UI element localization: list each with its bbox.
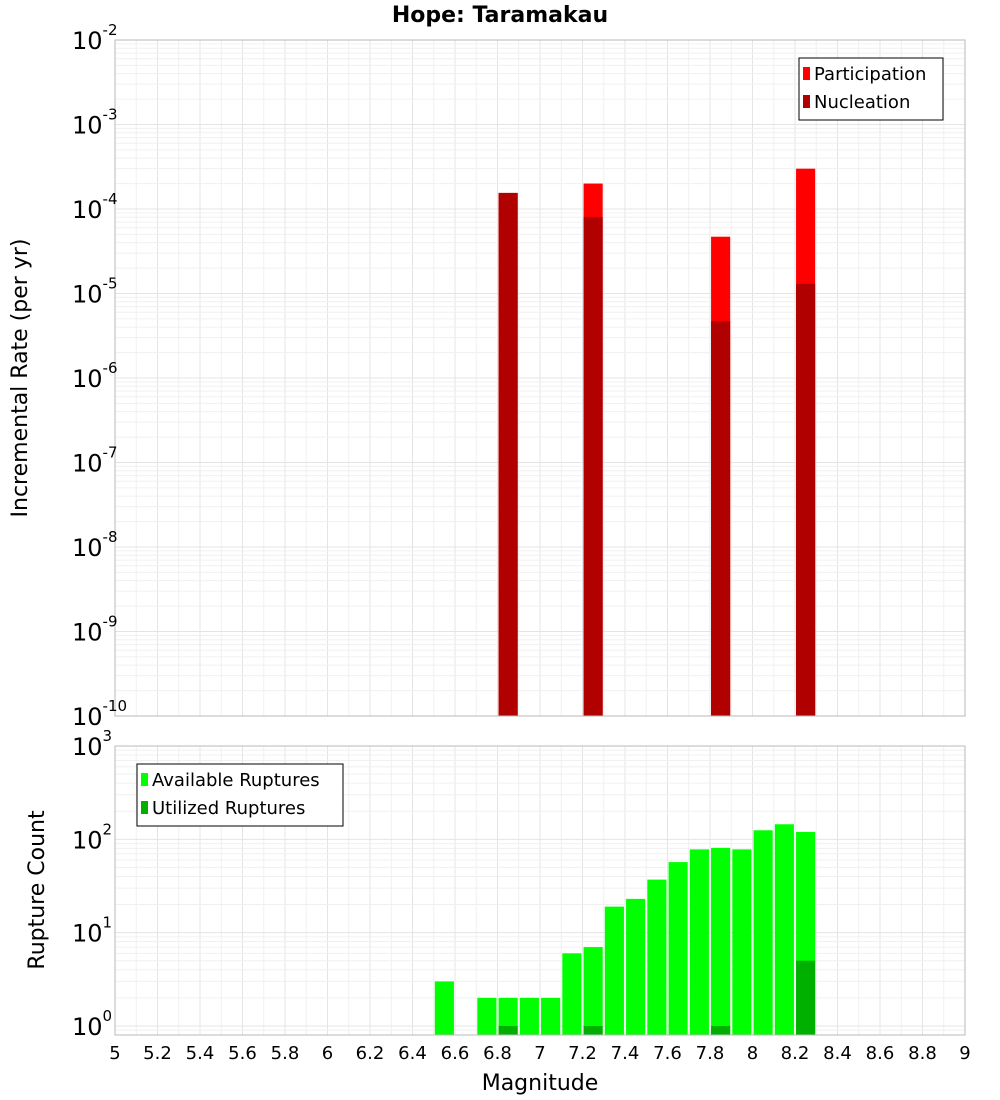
legend-box [136,763,344,827]
rupture-count-panel: 100 101 102 103 5 5.2 5.4 5.6 5.8 6 6.2 6.4 6.6 6.8 7 7… [72,727,971,1064]
x-axis-label: Magnitude [482,1071,599,1096]
bar-nucleation [583,217,603,716]
y-tick-label: 10-3 [72,106,118,140]
legend-swatch [803,95,810,108]
bar-available-ruptures [647,879,667,1035]
bar-available-ruptures [689,849,709,1035]
y-tick-label: 10-5 [72,275,118,309]
bar-available-ruptures [519,997,539,1035]
bottom-series-0 [434,824,816,1035]
bar-available-ruptures [477,997,497,1035]
top-y-ticks: 10-10 10-9 10-8 10-7 10-6 10-5 10-4 10-3 10-2 [72,21,127,731]
x-tick-label: 7.4 [611,1043,640,1064]
bar-available-ruptures [668,862,688,1035]
legend-swatch [803,67,810,80]
bar-available-ruptures [541,997,561,1035]
legend-swatch [141,801,148,814]
top-grid [114,40,966,717]
x-tick-label: 6.4 [398,1043,427,1064]
bar-utilized-ruptures [711,1025,731,1035]
participation-nucleation-panel: 10-10 10-9 10-8 10-7 10-6 10-5 10-4 10-3 10-2 Par… [72,21,966,731]
bottom-legend: Available Ruptures Utilized Ruptures [136,763,344,827]
x-tick-label: 5 [109,1043,120,1064]
x-tick-label: 6.8 [483,1043,512,1064]
x-tick-label: 8.6 [866,1043,895,1064]
bar-available-ruptures [562,953,582,1035]
bar-nucleation [796,283,816,716]
y-tick-label: 10-8 [72,528,118,562]
y-tick-label: 10-4 [72,190,118,224]
top-series-1 [498,192,816,716]
bar-utilized-ruptures [583,1025,603,1035]
legend-label: Nucleation [814,92,910,113]
bottom-plot-frame [114,745,966,1036]
x-tick-label: 6.2 [356,1043,385,1064]
chart-title: Hope: Taramakau [392,3,608,28]
bottom-series-1 [498,960,816,1035]
bar-nucleation [711,321,731,716]
legend-label: Utilized Ruptures [152,798,305,819]
legend-swatch [141,773,148,786]
y-tick-label: 10-10 [72,697,127,731]
bar-available-ruptures [774,824,794,1035]
x-tick-label: 5.4 [186,1043,215,1064]
x-tick-label: 8.2 [781,1043,810,1064]
x-tick-label: 7.6 [653,1043,682,1064]
bar-available-ruptures [732,849,752,1035]
bar-available-ruptures [604,906,624,1035]
y-tick-label: 102 [72,820,112,854]
bottom-y-ticks: 100 101 102 103 [72,727,112,1041]
bar-available-ruptures [498,997,518,1035]
y-tick-label: 10-9 [72,613,118,647]
x-tick-label: 5.6 [228,1043,257,1064]
bar-available-ruptures [753,830,773,1035]
top-y-axis-label: Incremental Rate (per yr) [8,239,33,518]
y-tick-label: 103 [72,727,112,761]
x-ticks: 5 5.2 5.4 5.6 5.8 6 6.2 6.4 6.6 6.8 7 7.2 7.4 7.6 7.8 8… [109,1043,970,1064]
y-tick-label: 10-7 [72,444,118,478]
bar-available-ruptures [711,847,731,1035]
x-tick-label: 7.2 [568,1043,597,1064]
top-plot-frame [114,39,966,717]
x-tick-label: 8.8 [908,1043,937,1064]
y-tick-label: 101 [72,914,112,948]
legend-label: Participation [814,64,926,85]
bar-available-ruptures [434,981,454,1035]
x-tick-label: 7 [534,1043,545,1064]
bottom-y-axis-label: Rupture Count [25,810,50,970]
x-tick-label: 5.8 [271,1043,300,1064]
top-legend: Participation Nucleation [798,57,944,121]
y-tick-label: 10-2 [72,21,118,55]
bar-nucleation [498,192,518,716]
x-tick-label: 5.2 [143,1043,172,1064]
legend-box [798,57,944,121]
y-tick-label: 100 [72,1007,112,1041]
bar-utilized-ruptures [498,1025,518,1035]
x-tick-label: 7.8 [696,1043,725,1064]
bar-available-ruptures [626,898,646,1035]
x-tick-label: 9 [959,1043,970,1064]
bar-available-ruptures [583,947,603,1035]
x-tick-label: 6 [322,1043,333,1064]
x-tick-label: 6.6 [441,1043,470,1064]
x-tick-label: 8 [747,1043,758,1064]
legend-label: Available Ruptures [152,770,320,791]
bar-utilized-ruptures [796,960,816,1035]
y-tick-label: 10-6 [72,359,118,393]
x-tick-label: 8.4 [823,1043,852,1064]
